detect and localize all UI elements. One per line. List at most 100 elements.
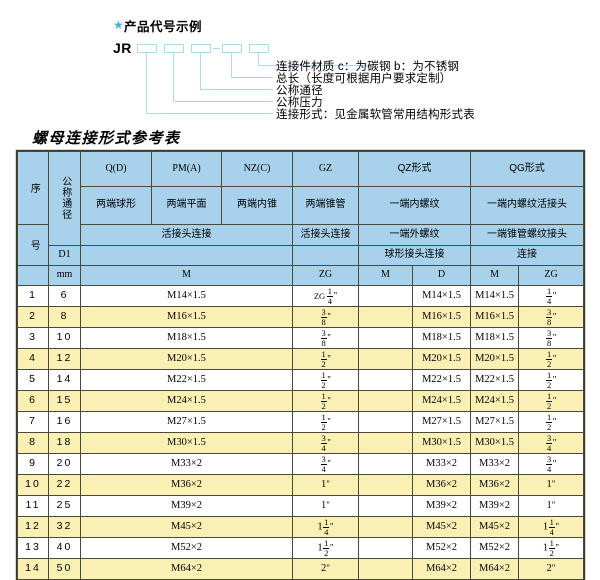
table-row: 8 18 M30×1.5 3 4 " M30×1.5 M30×1.5 3 4 " (17, 432, 585, 454)
code-prefix-label: JR (113, 40, 132, 56)
cell-qz-m (358, 348, 413, 370)
cell-qg-zg: 3 4 " (518, 453, 585, 475)
spec-table-container: 序 公称通径 Q(D) PM(A) NZ(C) GZ QZ形式 QG形式 两端球… (17, 151, 585, 580)
leader-v-5 (146, 53, 148, 114)
table-row: 3 10 M18×1.5 3 8 " M18×1.5 M18×1.5 3 8 " (17, 327, 585, 349)
cell-seq: 11 (17, 495, 49, 517)
cell-qz-d: M52×2 (411, 537, 472, 559)
cell-qg-zg: 1 4 " (518, 285, 585, 307)
cell-qz-m (358, 327, 413, 349)
cell-qz-m (358, 411, 413, 433)
header-d1-blank-gz (292, 244, 359, 266)
cell-seq: 10 (17, 474, 49, 496)
cell-nominal-diameter: 40 (48, 537, 81, 559)
leader-v-4 (173, 53, 175, 102)
header-desc3-qz: 球形接头连接 (357, 244, 472, 266)
header-unit-zg-qg: ZG (518, 265, 585, 286)
cell-thread-m: M30×1.5 (80, 432, 293, 454)
cell-nominal-diameter: 16 (48, 411, 81, 433)
cell-qg-m: M36×2 (470, 474, 520, 496)
code-box-4 (222, 44, 242, 53)
cell-qg-zg: 1 2 " (518, 348, 585, 370)
cell-qz-d: M20×1.5 (411, 348, 472, 370)
header-d1-label: D1 (48, 244, 81, 266)
cell-nominal-diameter: 14 (48, 369, 81, 391)
legend-text-2: 总长（长度可根据用户要求定制） (276, 73, 452, 85)
table-row: 1 6 M14×1.5 ZG 1 4 " M14×1.5 M14×1.5 1 4 " (17, 285, 585, 307)
cell-qg-m: M30×1.5 (470, 432, 520, 454)
code-separator-dash (213, 48, 220, 50)
cell-qz-d: M27×1.5 (411, 411, 472, 433)
cell-qg-m: M20×1.5 (470, 348, 520, 370)
cell-nominal-diameter: 15 (48, 390, 81, 412)
cell-qg-zg: 3 8 " (518, 306, 585, 328)
cell-thread-m: M33×2 (80, 453, 293, 475)
table-row: 14 50 M64×2 2" M64×2 M64×2 2" (17, 558, 585, 580)
cell-qg-zg: 1 2 " (518, 411, 585, 433)
header-row-desc2: 号 活接头连接 活接头连接 一端外螺纹 一端锥管螺纹接头 (17, 224, 585, 266)
cell-qg-m: M64×2 (470, 558, 520, 580)
cell-gz-size: 1 2 " (292, 411, 359, 433)
cell-qz-d: M36×2 (411, 474, 472, 496)
header-row-d1: D1 球形接头连接 连接 (18, 244, 585, 266)
cell-seq: 2 (17, 306, 49, 328)
cell-thread-m: M24×1.5 (80, 390, 293, 412)
table-row: 5 14 M22×1.5 1 2 " M22×1.5 M22×1.5 1 2 " (17, 369, 585, 391)
cell-qz-m (358, 558, 413, 580)
cell-nominal-diameter: 20 (48, 453, 81, 475)
cell-thread-m: M16×1.5 (80, 306, 293, 328)
cell-qz-m (358, 285, 413, 307)
cell-gz-size: 1" (292, 474, 359, 496)
header-seq-label-2: 号 (17, 224, 49, 266)
code-box-2 (164, 44, 184, 53)
cell-seq: 1 (17, 285, 49, 307)
cell-qg-zg: 3 8 " (518, 327, 585, 349)
header-unit-d-qz: D (411, 265, 472, 286)
header-unit-zg-gz: ZG (292, 265, 359, 286)
header-code-qz: QZ形式 (357, 151, 472, 187)
header-row-desc1: 两端球形 两端平面 两端内锥 两端锥管 一端内螺纹 一端内螺纹活接头 (18, 185, 585, 226)
code-box-1 (137, 44, 157, 53)
cell-qg-m: M14×1.5 (470, 285, 520, 307)
cell-qg-zg: 1" (518, 495, 585, 517)
header-code-gz: GZ (292, 151, 359, 187)
cell-qz-d: M64×2 (411, 558, 472, 580)
cell-qz-d: M16×1.5 (411, 306, 472, 328)
cell-seq: 5 (17, 369, 49, 391)
cell-qg-zg: 1 1 2 " (518, 537, 585, 559)
cell-seq: 3 (17, 327, 49, 349)
cell-seq: 4 (17, 348, 49, 370)
cell-qz-m (358, 453, 413, 475)
table-row: 11 25 M39×2 1" M39×2 M39×2 1" (17, 495, 585, 517)
cell-nominal-diameter: 10 (48, 327, 81, 349)
cell-qz-d: M22×1.5 (411, 369, 472, 391)
cell-gz-size: 3 4 " (292, 432, 359, 454)
cell-gz-size: 1 2 " (292, 348, 359, 370)
cell-thread-m: M18×1.5 (80, 327, 293, 349)
product-code-diagram: ★ 产品代号示例 JR 连接件材质 c：为碳钢 b：为不锈钢 总长（长度可根据用… (0, 0, 600, 122)
cell-qz-m (358, 390, 413, 412)
cell-qg-zg: 1" (518, 474, 585, 496)
cell-qz-m (358, 432, 413, 454)
legend-text-4: 公称压力 (276, 97, 323, 109)
star-icon: ★ (113, 18, 124, 32)
table-row: 13 40 M52×2 1 1 2 " M52×2 M52×2 1 1 2 " (17, 537, 585, 559)
cell-nominal-diameter: 12 (48, 348, 81, 370)
leader-h-5 (146, 113, 273, 115)
cell-seq: 12 (17, 516, 49, 538)
cell-nominal-diameter: 25 (48, 495, 81, 517)
cell-qg-m: M16×1.5 (470, 306, 520, 328)
cell-thread-m: M45×2 (80, 516, 293, 538)
cell-qz-m (358, 516, 413, 538)
header-unit-seq-blank (17, 265, 49, 286)
header-seq-label: 序 (17, 151, 49, 225)
cell-thread-m: M36×2 (80, 474, 293, 496)
table-title: 螺母连接形式参考表 (32, 131, 181, 147)
cell-qz-d: M45×2 (411, 516, 472, 538)
cell-nominal-diameter: 22 (48, 474, 81, 496)
cell-qg-m: M39×2 (470, 495, 520, 517)
header-desc2-left: 活接头连接 (80, 224, 293, 246)
cell-gz-size: 3 8 " (292, 327, 359, 349)
cell-qz-m (358, 306, 413, 328)
cell-seq: 14 (17, 558, 49, 580)
